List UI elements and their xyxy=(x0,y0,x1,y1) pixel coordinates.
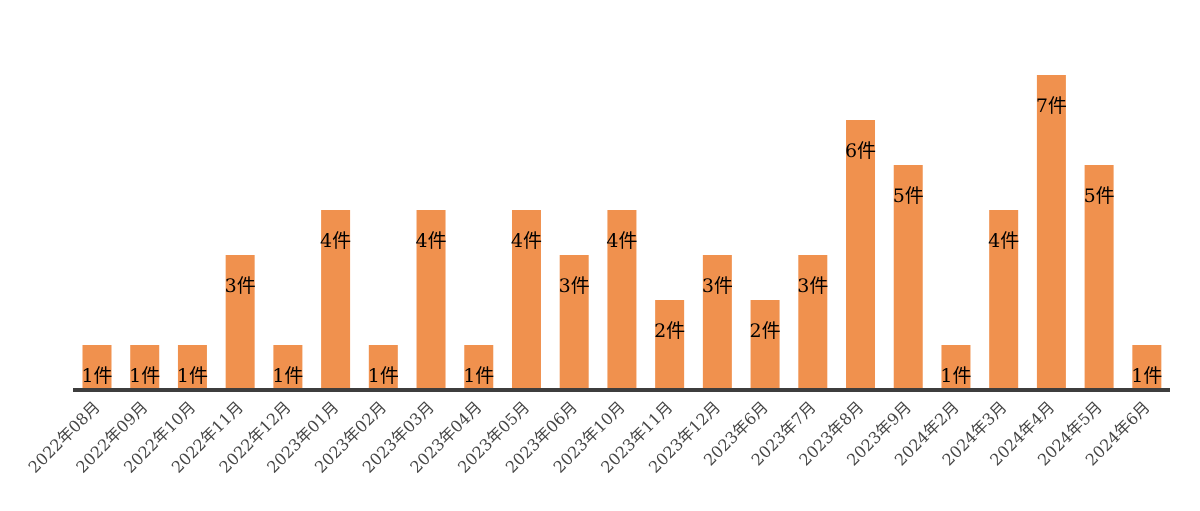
bar xyxy=(1084,165,1114,390)
bar-value-label: 2件 xyxy=(750,320,781,342)
bar-value-label: 3件 xyxy=(225,275,256,297)
bar-value-label: 4件 xyxy=(988,230,1019,252)
bar xyxy=(941,345,971,390)
bar xyxy=(130,345,160,390)
bar-value-label: 3件 xyxy=(559,275,590,297)
bar-value-label: 5件 xyxy=(1084,185,1115,207)
bar xyxy=(321,210,351,390)
bar-value-label: 5件 xyxy=(893,185,924,207)
bar xyxy=(273,345,303,390)
bars-group xyxy=(82,75,1162,390)
bar xyxy=(464,345,494,390)
bar-value-label: 6件 xyxy=(845,140,876,162)
bar-value-label: 4件 xyxy=(320,230,351,252)
bar xyxy=(893,165,923,390)
bar-value-label: 1件 xyxy=(940,365,971,387)
bar xyxy=(82,345,112,390)
x-tick-labels-group: 2022年08月2022年09月2022年10月2022年11月2022年12月… xyxy=(25,397,1154,476)
bar-value-label: 4件 xyxy=(511,230,542,252)
bar xyxy=(511,210,541,390)
bar-value-label: 4件 xyxy=(606,230,637,252)
bar xyxy=(989,210,1019,390)
bar-value-label: 3件 xyxy=(797,275,828,297)
bar xyxy=(702,255,732,390)
bar xyxy=(1132,345,1162,390)
bar xyxy=(368,345,398,390)
bar xyxy=(655,300,685,390)
bar xyxy=(798,255,828,390)
bar-value-label: 1件 xyxy=(463,365,494,387)
bar-value-label: 3件 xyxy=(702,275,733,297)
bar-value-label: 4件 xyxy=(415,230,446,252)
bar xyxy=(607,210,637,390)
bar-value-label: 1件 xyxy=(129,365,160,387)
bar xyxy=(225,255,255,390)
bar-value-label: 1件 xyxy=(272,365,303,387)
bar-value-label: 2件 xyxy=(654,320,685,342)
bar xyxy=(416,210,446,390)
bar-value-label: 7件 xyxy=(1036,95,1067,117)
bar xyxy=(559,255,589,390)
bar-value-label: 1件 xyxy=(1131,365,1162,387)
data-labels-group: 1件 1件 1件 3件 1件 4件 1件 4件 1件 4件 3件 4件 2件 3件 2件 3件 6件 5件 1件 4件… xyxy=(81,95,1162,387)
bar-value-label: 1件 xyxy=(368,365,399,387)
bar xyxy=(750,300,780,390)
bar-value-label: 1件 xyxy=(177,365,208,387)
bar xyxy=(1036,75,1066,390)
bar xyxy=(177,345,207,390)
bar xyxy=(846,120,876,390)
bar-value-label: 1件 xyxy=(81,365,112,387)
